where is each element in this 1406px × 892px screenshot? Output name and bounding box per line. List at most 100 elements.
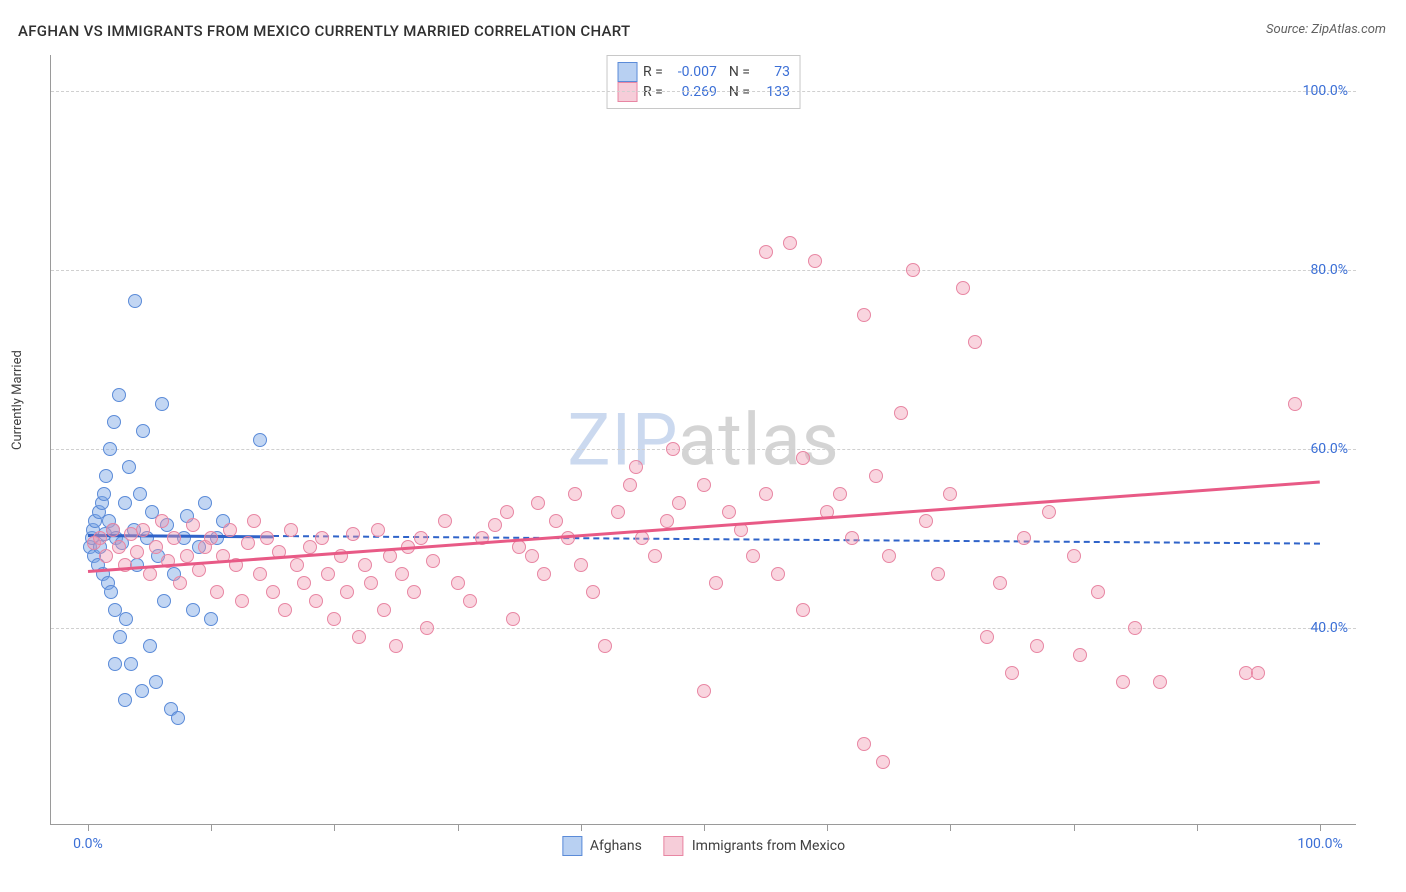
data-point-mexico [894,406,908,420]
data-point-afghans [108,657,122,671]
data-point-mexico [309,594,323,608]
data-point-mexico [290,558,304,572]
x-tick [827,824,828,831]
data-point-mexico [93,531,107,545]
data-point-mexico [149,540,163,554]
data-point-mexico [993,576,1007,590]
y-tick-label: 80.0% [1310,262,1348,278]
legend-row-afghans: R = -0.007 N = 73 [617,62,790,82]
data-point-mexico [223,523,237,537]
scatter-plot-area: ZIPatlas R = -0.007 N = 73 R = 0.269 N =… [50,55,1356,825]
data-point-mexico [463,594,477,608]
data-point-mexico [506,612,520,626]
data-point-mexico [358,558,372,572]
data-point-afghans [107,415,121,429]
data-point-mexico [672,496,686,510]
data-point-mexico [549,514,563,528]
legend-n-label: N = [729,64,750,80]
data-point-mexico [284,523,298,537]
data-point-mexico [1005,666,1019,680]
watermark-zip: ZIP [567,397,678,482]
data-point-mexico [395,567,409,581]
data-point-afghans [104,585,118,599]
data-point-mexico [1128,621,1142,635]
data-point-mexico [488,518,502,532]
data-point-mexico [210,585,224,599]
gridline [51,449,1356,450]
data-point-mexico [629,460,643,474]
data-point-mexico [1153,675,1167,689]
data-point-mexico [389,639,403,653]
data-point-mexico [99,549,113,563]
x-tick [211,824,212,831]
x-tick [581,824,582,831]
data-point-mexico [1042,505,1056,519]
data-point-mexico [796,451,810,465]
data-point-mexico [906,263,920,277]
data-point-mexico [155,514,169,528]
data-point-mexico [845,531,859,545]
data-point-mexico [598,639,612,653]
data-point-mexico [340,585,354,599]
x-tick-label: 100.0% [1297,836,1342,852]
data-point-mexico [500,505,514,519]
data-point-mexico [833,487,847,501]
legend-n-label: N = [729,84,750,100]
data-point-mexico [1017,531,1031,545]
y-tick-label: 100.0% [1303,83,1348,99]
data-point-mexico [771,567,785,581]
data-point-mexico [574,558,588,572]
data-point-mexico [371,523,385,537]
data-point-mexico [235,594,249,608]
data-point-mexico [414,531,428,545]
data-point-mexico [611,505,625,519]
data-point-mexico [315,531,329,545]
data-point-afghans [97,487,111,501]
data-point-mexico [106,523,120,537]
gridline [51,91,1356,92]
data-point-afghans [112,388,126,402]
x-tick [1074,824,1075,831]
legend-r-label: R = [643,84,663,100]
data-point-afghans [186,603,200,617]
data-point-afghans [133,487,147,501]
data-point-mexico [241,536,255,550]
data-point-mexico [857,308,871,322]
data-point-mexico [968,335,982,349]
data-point-mexico [173,576,187,590]
data-point-mexico [746,549,760,563]
swatch-mexico-icon [664,836,684,856]
legend-r-value-mexico: 0.269 [669,84,717,100]
legend-label-afghans: Afghans [590,838,642,854]
data-point-mexico [278,603,292,617]
data-point-afghans [204,612,218,626]
data-point-mexico [980,630,994,644]
data-point-afghans [122,460,136,474]
data-point-afghans [198,496,212,510]
data-point-afghans [124,657,138,671]
data-point-mexico [112,540,126,554]
data-point-afghans [135,684,149,698]
data-point-mexico [660,514,674,528]
data-point-mexico [943,487,957,501]
x-tick [1197,824,1198,831]
data-point-mexico [635,531,649,545]
data-point-mexico [709,576,723,590]
data-point-mexico [192,563,206,577]
data-point-mexico [451,576,465,590]
data-point-mexico [1091,585,1105,599]
data-point-mexico [666,442,680,456]
series-legend: Afghans Immigrants from Mexico [562,836,845,856]
swatch-afghans-icon [617,62,637,82]
data-point-mexico [118,558,132,572]
data-point-mexico [346,527,360,541]
data-point-mexico [919,514,933,528]
data-point-afghans [113,630,127,644]
gridline [51,628,1356,629]
correlation-legend: R = -0.007 N = 73 R = 0.269 N = 133 [606,55,801,109]
legend-r-label: R = [643,64,663,80]
data-point-mexico [697,684,711,698]
data-point-mexico [130,545,144,559]
legend-row-mexico: R = 0.269 N = 133 [617,82,790,102]
data-point-mexico [180,549,194,563]
